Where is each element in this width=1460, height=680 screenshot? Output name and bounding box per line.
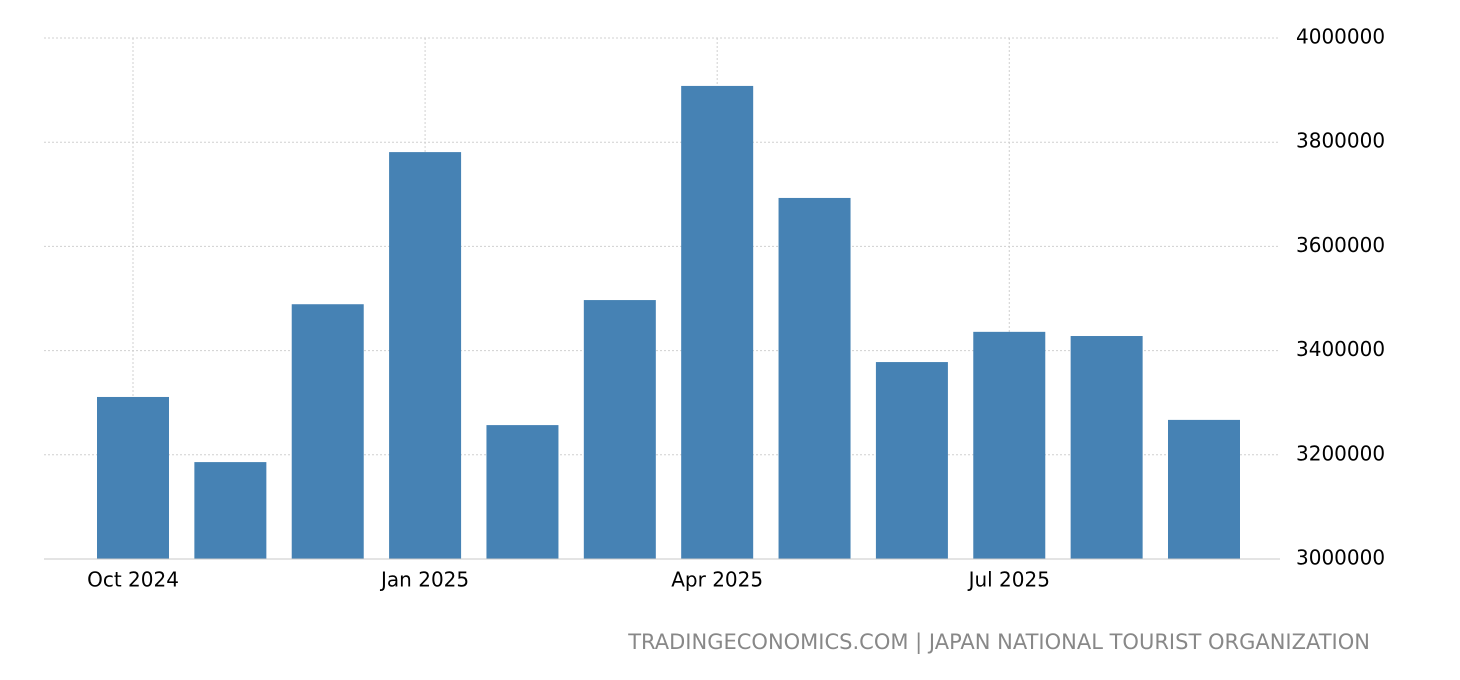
bar <box>194 462 267 559</box>
bar <box>778 197 851 559</box>
bar <box>875 362 948 559</box>
x-tick-label: Jan 2025 <box>379 568 469 592</box>
y-tick-label: 3400000 <box>1296 337 1385 361</box>
bar <box>97 396 169 559</box>
y-tick-label: 3800000 <box>1296 129 1385 153</box>
bar <box>389 152 462 559</box>
source: TRADINGECONOMICS.COM | JAPAN NATIONAL TO… <box>627 630 1370 655</box>
x-tick-label: Apr 2025 <box>671 568 763 592</box>
x-tick-label: Jul 2025 <box>967 568 1050 592</box>
bar <box>681 85 754 559</box>
bar <box>291 304 364 559</box>
bar <box>486 425 559 559</box>
y-tick-label: 3000000 <box>1296 546 1385 570</box>
y-tick-label: 3600000 <box>1296 233 1385 257</box>
y-tick-label: 4000000 <box>1296 25 1385 49</box>
bar <box>583 300 656 559</box>
x-tick-label: Oct 2024 <box>87 568 179 592</box>
bar <box>1070 336 1143 559</box>
bar <box>1168 419 1240 559</box>
bar <box>973 331 1046 559</box>
y-tick-label: 3200000 <box>1296 441 1385 465</box>
